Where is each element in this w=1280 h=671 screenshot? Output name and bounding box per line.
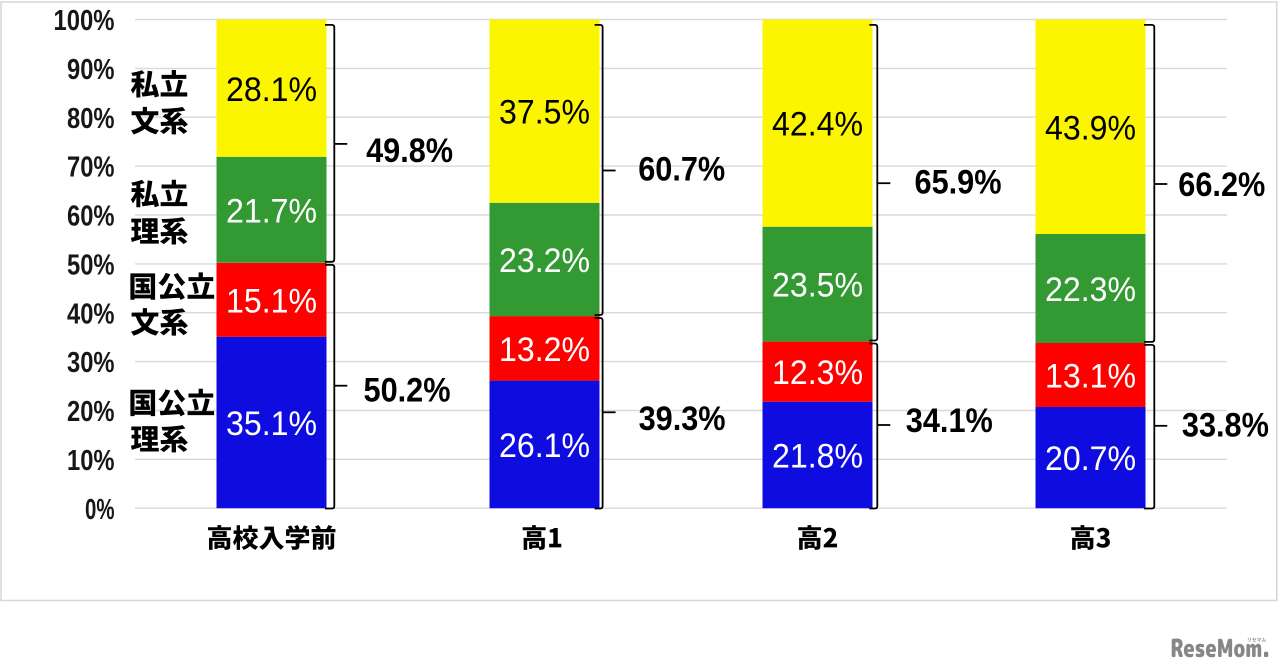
svg-text:40%: 40% xyxy=(67,298,115,330)
svg-text:21.7%: 21.7% xyxy=(226,192,317,230)
svg-text:0%: 0% xyxy=(85,494,115,526)
svg-text:70%: 70% xyxy=(67,152,115,184)
svg-text:66.2%: 66.2% xyxy=(1178,166,1265,204)
svg-text:33.8%: 33.8% xyxy=(1182,406,1269,444)
svg-text:20.7%: 20.7% xyxy=(1045,440,1136,478)
svg-text:15.1%: 15.1% xyxy=(226,282,317,320)
svg-text:13.2%: 13.2% xyxy=(499,331,590,369)
svg-text:22.3%: 22.3% xyxy=(1045,271,1136,309)
svg-text:60%: 60% xyxy=(67,201,115,233)
svg-text:23.5%: 23.5% xyxy=(772,267,863,305)
svg-text:90%: 90% xyxy=(67,54,115,86)
svg-text:26.1%: 26.1% xyxy=(499,427,590,465)
svg-text:80%: 80% xyxy=(67,103,115,135)
svg-text:50.2%: 50.2% xyxy=(364,371,451,409)
svg-text:49.8%: 49.8% xyxy=(366,132,453,170)
svg-text:20%: 20% xyxy=(67,396,115,428)
svg-text:100%: 100% xyxy=(54,5,115,37)
svg-text:10%: 10% xyxy=(67,445,115,477)
svg-text:35.1%: 35.1% xyxy=(226,405,317,443)
svg-text:65.9%: 65.9% xyxy=(915,164,1002,202)
svg-text:60.7%: 60.7% xyxy=(638,150,725,188)
svg-text:13.1%: 13.1% xyxy=(1045,358,1136,396)
svg-text:30%: 30% xyxy=(67,347,115,379)
svg-text:42.4%: 42.4% xyxy=(772,106,863,144)
svg-text:43.9%: 43.9% xyxy=(1045,109,1136,147)
svg-text:34.1%: 34.1% xyxy=(906,402,993,440)
svg-text:12.3%: 12.3% xyxy=(772,354,863,392)
svg-text:28.1%: 28.1% xyxy=(226,71,317,109)
svg-text:50%: 50% xyxy=(67,250,115,282)
svg-text:23.2%: 23.2% xyxy=(499,242,590,280)
svg-text:39.3%: 39.3% xyxy=(639,400,726,438)
svg-text:21.8%: 21.8% xyxy=(772,438,863,476)
svg-text:37.5%: 37.5% xyxy=(499,94,590,132)
